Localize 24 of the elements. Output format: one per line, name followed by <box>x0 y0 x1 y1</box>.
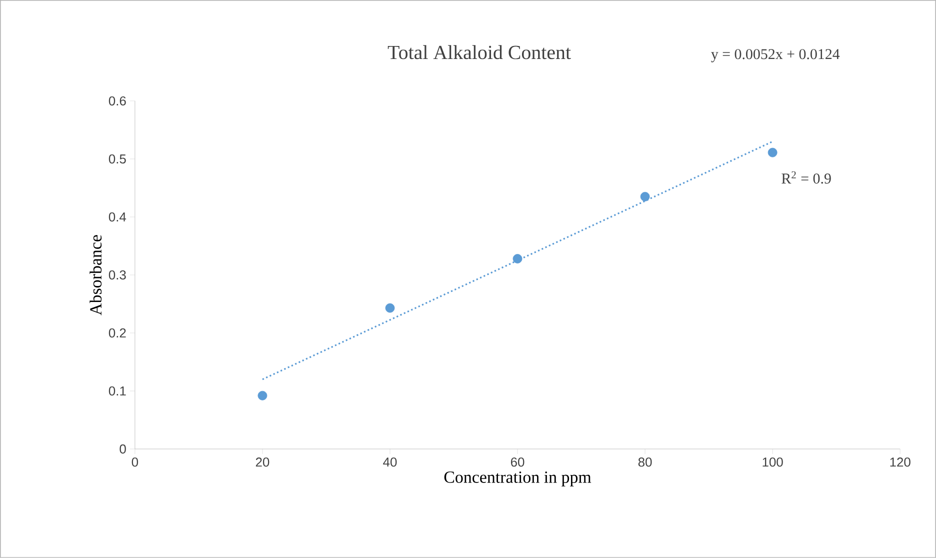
point <box>640 192 650 202</box>
point <box>258 390 268 400</box>
y-tick-label: 0.4 <box>108 212 126 222</box>
chart-title: Total Alkaloid Content <box>388 45 571 60</box>
x-tick-label: 60 <box>510 458 524 467</box>
y-tick-label: 0 <box>120 444 126 454</box>
x-tick-label: 0 <box>132 458 138 467</box>
x-axis-title: Concentration in ppm <box>444 472 592 486</box>
y-tick-label: 0.1 <box>108 386 126 396</box>
x-tick-label: 20 <box>256 458 270 467</box>
y-tick-label: 0.3 <box>108 270 126 280</box>
y-tick-label: 0.2 <box>108 328 126 338</box>
text: y = 0.0052x + 0.0124 <box>711 49 840 62</box>
x-tick-label: 40 <box>383 458 397 467</box>
y-tick-label: 0.6 <box>108 96 126 106</box>
x-tick-label: 100 <box>762 458 783 467</box>
x-tick-label: 120 <box>890 458 910 467</box>
point <box>385 303 395 313</box>
y-axis-title: Absorbance <box>90 235 102 316</box>
x-tick-label: 80 <box>638 458 652 467</box>
point <box>512 254 522 264</box>
annotation: R$^{2}$ = 0.9 <box>782 171 831 184</box>
y-tick-label: 0.5 <box>108 154 126 164</box>
point <box>768 148 778 158</box>
